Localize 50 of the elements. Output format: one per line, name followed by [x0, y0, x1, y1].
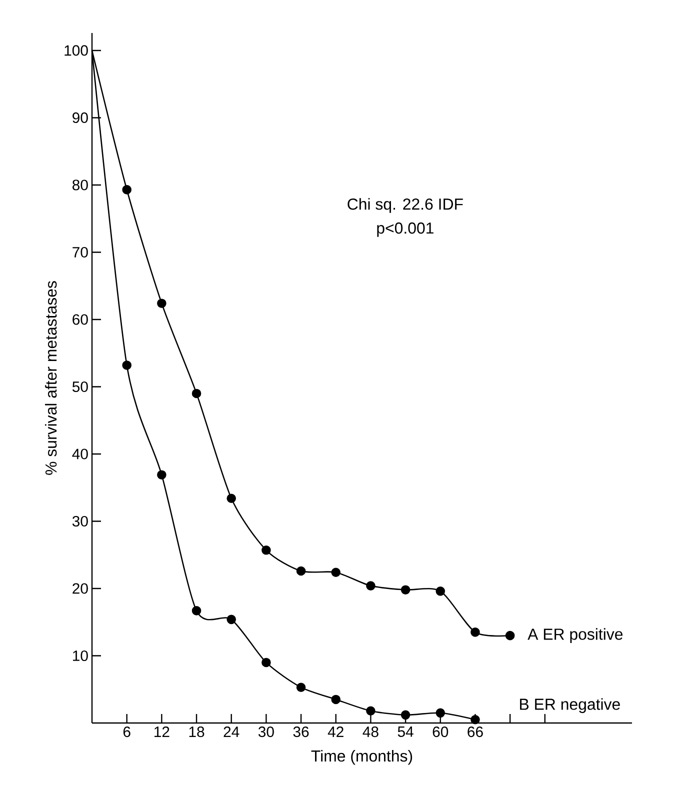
point [122, 360, 132, 370]
point [470, 714, 480, 724]
y-tick-label: 10 [73, 650, 88, 662]
point [192, 388, 202, 398]
point [400, 710, 410, 720]
point [157, 470, 166, 480]
x-tick-label: 42 [328, 726, 344, 737]
x-tick-label: 48 [362, 726, 378, 738]
point [192, 606, 202, 616]
point [331, 568, 341, 578]
x-tick-label: 12 [154, 726, 170, 737]
x-axis-title: Time (months) [311, 750, 412, 765]
point [122, 185, 132, 194]
annotation: p<0.001 [377, 222, 434, 237]
point [366, 581, 376, 590]
y-tick-label: 90 [72, 112, 88, 124]
x-tick-label: 18 [189, 726, 204, 738]
point [296, 566, 306, 576]
y-tick-label: 50 [72, 381, 88, 392]
point [226, 494, 236, 504]
y-tick-label: 30 [72, 516, 88, 527]
y-axis-title: % survival after metastases [45, 281, 57, 475]
point [470, 628, 480, 637]
y-tick-label: 80 [72, 180, 88, 190]
x-tick-label: 6 [123, 726, 130, 738]
y-tick-label: 100 [64, 45, 88, 56]
point [505, 630, 515, 640]
point [331, 694, 341, 704]
x-tick-label: 36 [293, 726, 309, 738]
annotation: Chi sq. 22.6 IDF [348, 198, 463, 213]
x-tick-label: 30 [258, 726, 274, 738]
x-tick-label: 66 [468, 726, 483, 738]
x-tick-label: 24 [224, 726, 240, 737]
y-tick-label: 20 [72, 583, 88, 594]
y-tick-label: 40 [72, 448, 88, 460]
y-tick-label: 60 [72, 314, 88, 325]
point [262, 658, 271, 668]
point [226, 614, 236, 624]
point [436, 586, 446, 596]
point [296, 682, 306, 692]
x-tick-label: 54 [398, 726, 414, 737]
text: B ER negative [520, 698, 620, 714]
point [436, 708, 446, 718]
point [157, 298, 166, 308]
x-tick-label: 60 [432, 726, 448, 738]
series-label: A ER positive [528, 628, 623, 644]
point [366, 706, 376, 716]
point [400, 585, 410, 594]
y-tick-label: 70 [72, 246, 88, 258]
point [262, 546, 271, 555]
